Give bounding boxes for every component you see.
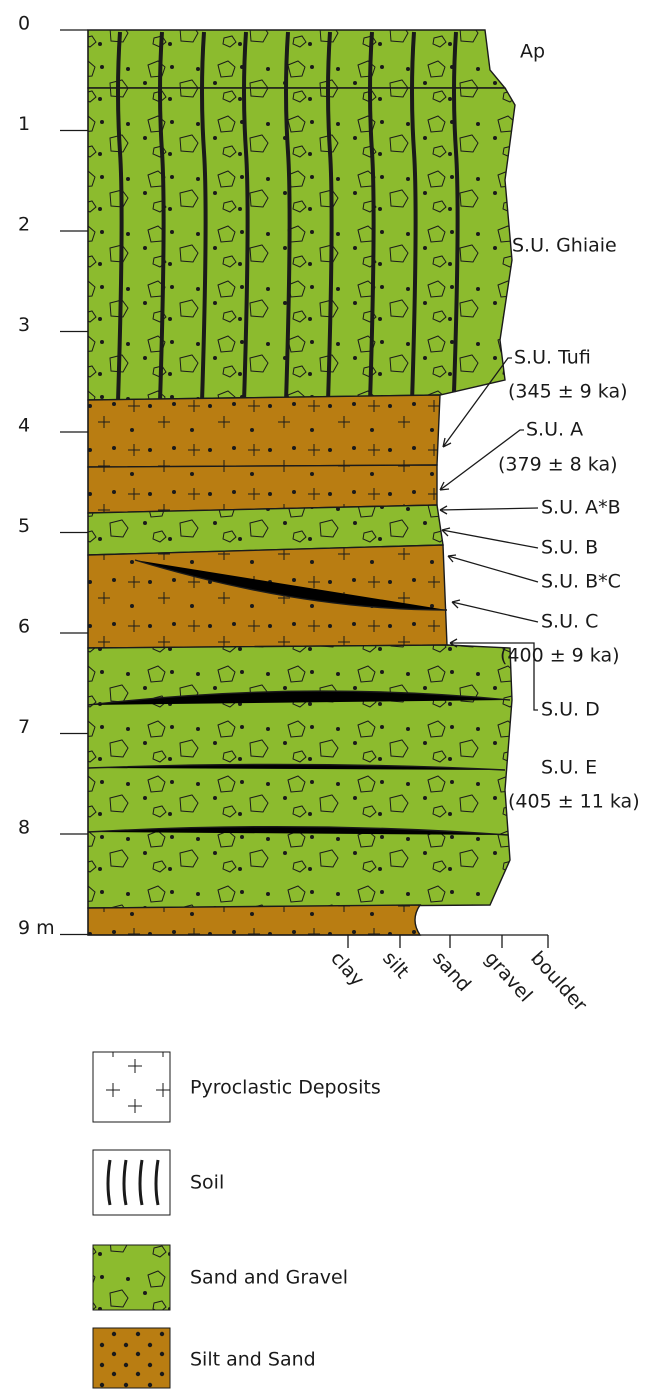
depth-label: 1 <box>18 113 30 135</box>
legend-swatch <box>92 1149 171 1216</box>
unit-age: (400 ± 9 ka) <box>500 645 620 667</box>
depth-label: 3 <box>18 314 30 336</box>
layer-bottom <box>87 904 422 936</box>
layer-e <box>87 644 513 909</box>
layer-c <box>87 544 448 649</box>
unit-label: S.U. A <box>526 419 583 441</box>
unit-label: S.U. C <box>541 611 598 633</box>
depth-axis: 0 1 2 3 4 5 6 7 8 9 m <box>18 13 88 939</box>
legend-swatch <box>92 1051 171 1123</box>
legend-label: Pyroclastic Deposits <box>190 1077 381 1099</box>
unit-label: S.U. Ghiaie <box>512 235 617 257</box>
grain-label: silt <box>378 947 413 982</box>
unit-age: (379 ± 8 ka) <box>498 454 618 476</box>
unit-age: (345 ± 9 ka) <box>508 381 628 403</box>
grain-label: clay <box>326 947 368 990</box>
layer-a <box>87 394 441 468</box>
layer-boundary <box>87 690 511 836</box>
grain-label: gravel <box>480 947 536 1006</box>
depth-label: 8 <box>18 817 30 839</box>
leader-lines <box>439 357 539 711</box>
grain-label: sand <box>428 947 475 996</box>
depth-label: 0 <box>18 13 30 35</box>
unit-label: S.U. B <box>541 537 598 559</box>
legend-swatch <box>92 1244 171 1311</box>
depth-label: 9 m <box>18 917 55 939</box>
depth-label: 7 <box>18 716 30 738</box>
layer-boundary <box>134 559 448 611</box>
soil-stripes <box>116 31 460 403</box>
layer-ghiaie <box>87 87 516 401</box>
legend-label: Soil <box>190 1172 224 1194</box>
depth-label: 6 <box>18 616 30 638</box>
unit-age: (405 ± 11 ka) <box>508 791 640 813</box>
legend-swatch <box>92 1327 171 1389</box>
unit-label: S.U. Tufi <box>514 347 591 369</box>
grain-label: boulder <box>526 947 591 1016</box>
unit-label: S.U. A*B <box>541 497 621 519</box>
layer-ap <box>87 29 507 89</box>
unit-label: S.U. D <box>541 699 600 721</box>
unit-label: S.U. E <box>541 757 597 779</box>
unit-label: Ap <box>520 41 545 63</box>
depth-label: 2 <box>18 214 30 236</box>
legend: Pyroclastic Deposits Soil Sand and Grave… <box>92 1051 381 1389</box>
legend-label: Silt and Sand <box>190 1349 316 1371</box>
depth-label: 4 <box>18 415 30 437</box>
depth-label: 5 <box>18 515 30 537</box>
legend-swatch-pattern <box>106 1159 160 1206</box>
unit-label: S.U. B*C <box>541 571 621 593</box>
legend-label: Sand and Gravel <box>190 1267 348 1289</box>
